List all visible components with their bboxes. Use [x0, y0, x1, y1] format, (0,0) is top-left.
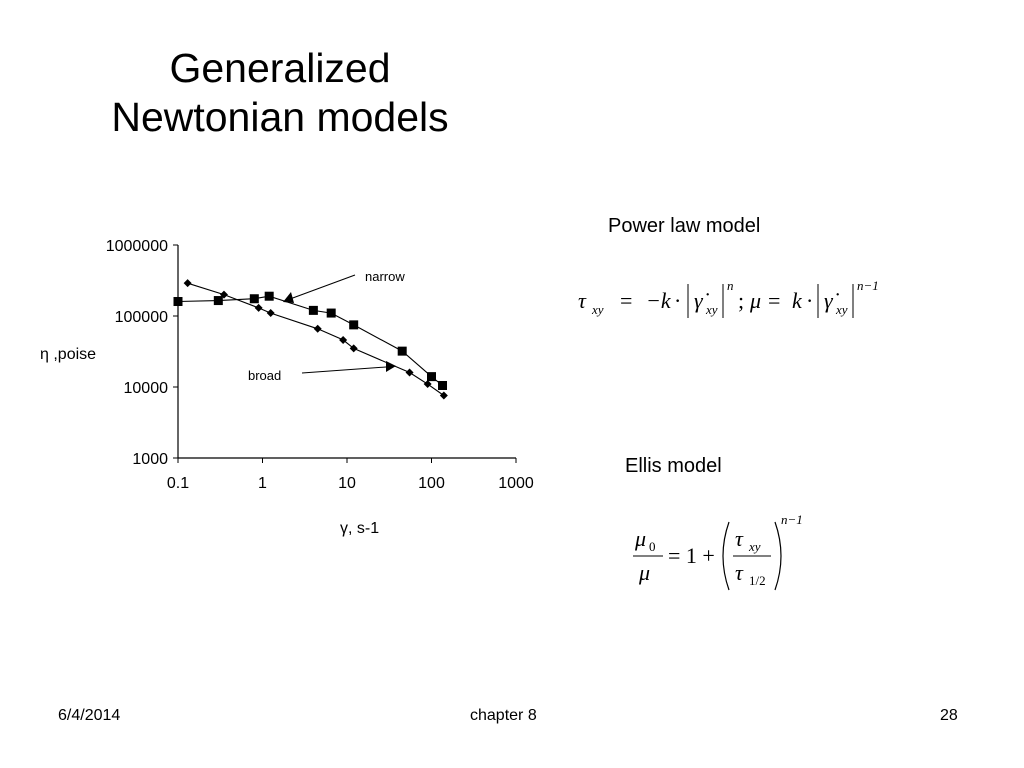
fit-line-broad [187, 282, 445, 396]
point-narrow [213, 296, 223, 306]
exponent-n-minus-1: n−1 [857, 278, 879, 293]
footer-date: 6/4/2014 [58, 707, 121, 724]
tau-subscript: xy [591, 302, 604, 317]
chart-ticks: 0.1 1 10 100 1000 1000 10000 100000 1000000 [106, 238, 534, 492]
gamma-subscript: xy [705, 302, 718, 317]
k-symbol: k [792, 288, 803, 313]
power-law-equation: τ xy = −k · γ̇ xy n ; μ = k · γ̇ xy n−1 [578, 278, 879, 318]
arrow-broad-icon [386, 361, 396, 372]
mu-zero-subscript: 0 [649, 539, 656, 554]
point-narrow [264, 291, 274, 301]
tau-symbol: τ [578, 288, 587, 313]
x-tick-label: 100 [418, 475, 445, 492]
mu-denominator: μ [638, 560, 650, 585]
y-tick-label: 1000000 [106, 238, 168, 255]
point-broad [266, 309, 275, 318]
tau-denominator-subscript: 1/2 [749, 573, 766, 588]
point-narrow [438, 380, 448, 390]
point-broad [349, 344, 358, 353]
y-tick-label: 10000 [124, 380, 169, 397]
separator: ; [738, 288, 744, 313]
chart-axes [177, 245, 516, 459]
mu-symbol: μ [749, 288, 761, 313]
point-broad [254, 303, 263, 312]
footer-page-number: 28 [940, 707, 958, 724]
mu-zero: μ [634, 526, 646, 551]
viscosity-chart: 0.1 1 10 100 1000 1000 10000 100000 1000000 narr… [40, 238, 534, 537]
annotation-narrow-text: narrow [365, 269, 405, 284]
point-broad [183, 279, 192, 288]
ellis-exponent: n−1 [781, 512, 803, 527]
exponent-n: n [727, 278, 734, 293]
tau-numerator-subscript: xy [748, 539, 761, 554]
annotation-broad: broad [248, 361, 396, 383]
gamma-subscript-2: xy [835, 302, 848, 317]
arrow-narrow-icon [283, 292, 294, 303]
point-narrow [308, 305, 318, 315]
x-tick-label: 10 [338, 475, 356, 492]
point-broad [423, 380, 432, 389]
minus-k: −k [646, 288, 672, 313]
x-tick-label: 1000 [498, 475, 534, 492]
title-line-1: Generalized [169, 45, 391, 91]
power-law-label: Power law model [608, 215, 761, 237]
x-tick-label: 0.1 [167, 475, 189, 492]
equals-sign-2: = [768, 288, 780, 313]
point-narrow [173, 297, 183, 307]
equals-sign: = [620, 288, 632, 313]
point-narrow [427, 372, 436, 382]
point-narrow [326, 308, 336, 318]
point-broad [405, 368, 414, 377]
point-narrow [349, 320, 359, 330]
dot-operator: · [674, 288, 681, 313]
slide-title: Generalized Newtonian models [60, 44, 500, 142]
footer-chapter: chapter 8 [470, 707, 537, 724]
tau-denominator: τ [735, 560, 744, 585]
tau-numerator: τ [735, 526, 744, 551]
equals-one-plus: = 1 + [668, 543, 715, 568]
point-broad [313, 324, 322, 333]
y-tick-label: 1000 [132, 451, 168, 468]
x-axis-label: γ, s-1 [340, 520, 379, 537]
x-tick-label: 1 [258, 475, 267, 492]
point-narrow [249, 294, 259, 304]
annotation-broad-text: broad [248, 368, 281, 383]
data-marks [173, 279, 448, 400]
ellis-label: Ellis model [625, 455, 722, 477]
ellis-equation: μ 0 μ = 1 + τ xy τ 1/2 n−1 [633, 512, 803, 591]
annotation-narrow: narrow [283, 269, 405, 303]
y-tick-label: 100000 [115, 309, 168, 326]
y-axis-label: η ,poise [40, 346, 96, 363]
point-broad [439, 391, 448, 400]
point-narrow [397, 346, 407, 356]
fit-lines [177, 282, 445, 396]
point-broad [219, 290, 228, 299]
dot-operator-2: · [806, 288, 813, 313]
title-line-2: Newtonian models [111, 94, 449, 140]
